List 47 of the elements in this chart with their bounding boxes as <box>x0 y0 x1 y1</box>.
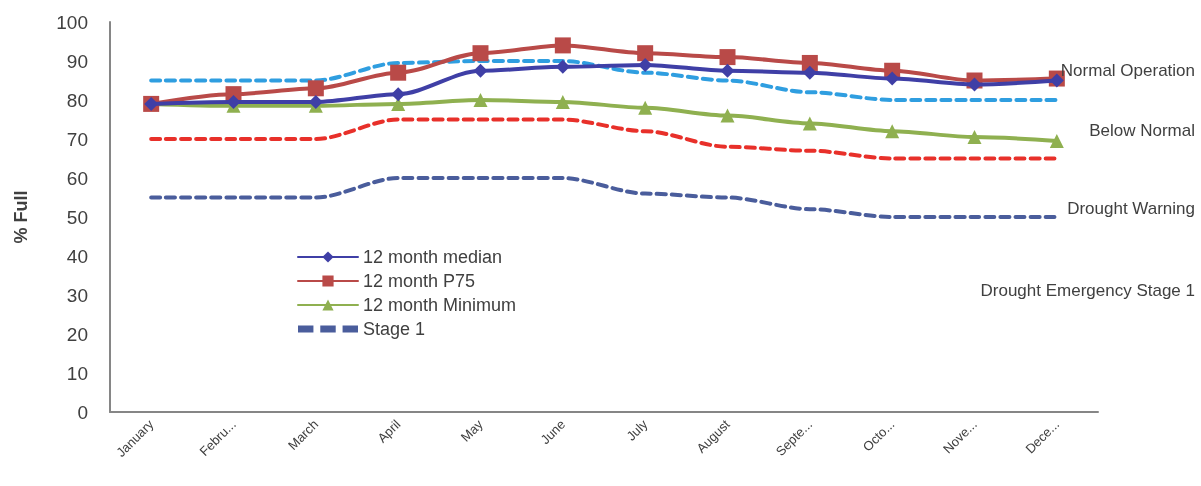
point <box>473 63 488 78</box>
annotation: Drought Emergency Stage 1 <box>980 281 1196 300</box>
annotation: Below Normal <box>1089 121 1195 140</box>
y-tick-label: 0 <box>77 401 88 423</box>
point <box>390 64 407 81</box>
y-tick-label: 60 <box>66 167 88 189</box>
y-tick-label: 30 <box>66 284 88 306</box>
point <box>226 94 241 109</box>
y-tick-label: 90 <box>66 50 88 72</box>
annotation: Drought Warning <box>1067 199 1195 218</box>
point <box>638 100 653 115</box>
point <box>967 77 982 92</box>
y-axis-title: % Full <box>11 190 31 244</box>
point <box>720 63 735 78</box>
point <box>720 108 735 123</box>
y-tick-label: 80 <box>66 89 88 111</box>
y-tick-label: 70 <box>66 128 88 150</box>
point <box>885 124 900 139</box>
y-tick-label: 50 <box>66 206 88 228</box>
point <box>802 116 817 131</box>
point <box>555 94 570 109</box>
point <box>885 71 900 86</box>
point <box>391 87 406 102</box>
legend-label: 12 month Minimum <box>363 295 517 315</box>
point <box>307 80 324 97</box>
point <box>719 49 736 66</box>
x-tick-label: July <box>623 416 651 444</box>
point <box>472 45 489 62</box>
x-tick-label: May <box>457 416 487 445</box>
point <box>473 93 488 107</box>
point <box>1049 133 1064 148</box>
y-tick-label: 20 <box>66 323 88 345</box>
point <box>802 65 817 80</box>
point <box>967 130 982 145</box>
point <box>555 59 570 74</box>
line-series <box>149 176 1059 219</box>
legend-label: 12 month P75 <box>363 271 476 291</box>
y-tick-label: 10 <box>66 362 88 384</box>
point <box>638 57 653 72</box>
point <box>554 37 571 54</box>
y-tick-label: 40 <box>66 245 88 267</box>
point <box>637 45 654 62</box>
line-series <box>149 117 1059 161</box>
legend-label: Stage 1 <box>363 319 426 339</box>
y-tick-label: 100 <box>56 11 88 33</box>
legend-label: 12 month median <box>363 247 503 267</box>
annotation: Normal Operation <box>1060 61 1196 80</box>
